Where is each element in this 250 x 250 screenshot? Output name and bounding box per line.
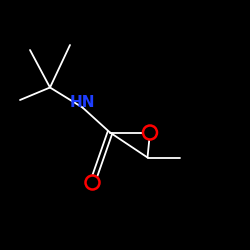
Text: HN: HN — [70, 95, 95, 110]
Circle shape — [86, 176, 100, 190]
Circle shape — [143, 126, 157, 140]
